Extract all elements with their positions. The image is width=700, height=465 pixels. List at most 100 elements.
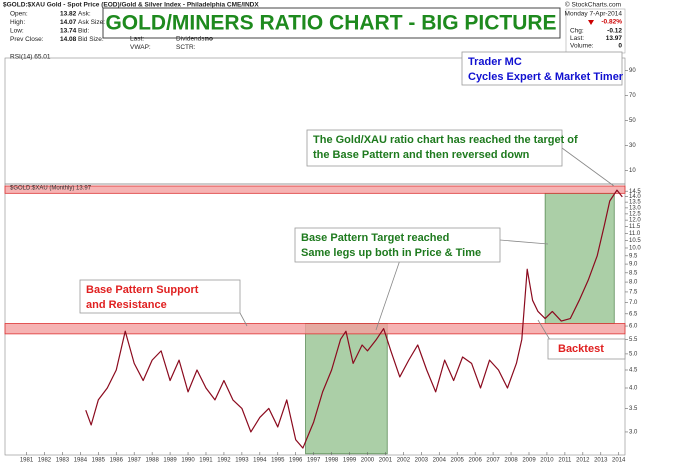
x-tick-label: 1995 — [271, 458, 285, 464]
annotation-text: Cycles Expert & Market Timer — [468, 71, 624, 83]
annotation-text: Same legs up both in Price & Time — [301, 247, 481, 259]
x-tick-label: 2008 — [504, 458, 518, 464]
annotation-text: Backtest — [558, 343, 604, 355]
resistance-band — [4, 323, 626, 335]
y-tick-label: 3.0 — [629, 430, 638, 436]
annotation-arrow — [499, 239, 549, 245]
annotation-box — [547, 338, 626, 360]
summary-value: 13.97 — [606, 35, 623, 42]
x-tick-label: 1988 — [145, 458, 159, 464]
legend-label: $GOLD:$XAU (Monthly) 13.97 — [10, 186, 92, 192]
x-tick-label: 1987 — [128, 458, 142, 464]
y-tick-label: 8.0 — [629, 280, 638, 286]
annotation-arrow — [375, 259, 401, 331]
rsi-tick-label: 70 — [629, 93, 636, 99]
summary-label: Chg: — [570, 28, 584, 35]
x-tick-label: 2006 — [468, 458, 482, 464]
annotation-text: The Gold/XAU ratio chart has reached the… — [313, 134, 578, 146]
y-tick-label: 13.0 — [629, 205, 641, 211]
y-tick-label: 4.0 — [629, 386, 638, 392]
annotation-text: Trader MC — [468, 56, 522, 68]
x-tick-label: 1983 — [56, 458, 70, 464]
quote-field: Bid: — [78, 28, 89, 35]
annotation-text: and Resistance — [86, 299, 167, 311]
x-tick-label: 1996 — [289, 458, 303, 464]
rsi-tick-label: 50 — [629, 118, 636, 124]
x-tick-label: 2000 — [361, 458, 375, 464]
rsi-tick-label: 30 — [629, 143, 636, 149]
target-box — [305, 323, 388, 455]
annotation-box — [306, 129, 563, 167]
target-box — [544, 192, 615, 324]
y-tick-label: 11.5 — [629, 224, 641, 230]
x-tick-label: 2005 — [451, 458, 465, 464]
y-tick-label: 3.5 — [629, 406, 638, 412]
y-tick-label: 11.0 — [629, 231, 641, 237]
x-tick-label: 1990 — [181, 458, 195, 464]
x-tick-label: 1981 — [20, 458, 34, 464]
quote-field: Ask: — [78, 11, 91, 18]
rsi-label: RSI(14) 65.01 — [10, 54, 51, 61]
annotation-text: Base Pattern Target reached — [301, 232, 449, 244]
summary-label: Volume: — [570, 43, 594, 50]
x-tick-label: 1982 — [38, 458, 52, 464]
change-pct: -0.82% — [601, 19, 622, 26]
y-tick-label: 6.5 — [629, 311, 638, 317]
quote-label: Low: — [10, 28, 24, 35]
y-tick-label: 9.0 — [629, 262, 638, 268]
x-tick-label: 2011 — [558, 458, 572, 464]
x-tick-label: 2014 — [612, 458, 626, 464]
x-tick-label: 1985 — [92, 458, 106, 464]
summary-value: 0 — [618, 43, 622, 50]
quote-label: Open: — [10, 11, 28, 18]
x-tick-label: 2004 — [433, 458, 447, 464]
price-frame — [4, 183, 626, 456]
down-arrow — [588, 20, 594, 25]
y-tick-label: 8.5 — [629, 270, 638, 276]
y-tick-label: 14.0 — [629, 194, 641, 200]
annotation-box — [79, 279, 241, 314]
x-tick-label: 1991 — [199, 458, 213, 464]
y-tick-label: 5.5 — [629, 337, 638, 343]
x-tick-label: 1984 — [74, 458, 88, 464]
x-tick-label: 1986 — [110, 458, 124, 464]
y-tick-label: 10.5 — [629, 238, 641, 244]
resistance-band — [4, 185, 626, 194]
rsi-tick-label: 90 — [629, 68, 636, 74]
y-tick-label: 12.0 — [629, 218, 641, 224]
annotation-text: Base Pattern Support — [86, 284, 199, 296]
y-tick-label: 10.0 — [629, 246, 641, 252]
x-tick-label: 2002 — [397, 458, 411, 464]
annotation-arrow — [239, 312, 248, 327]
y-tick-label: 12.5 — [629, 211, 641, 217]
y-tick-label: 7.5 — [629, 290, 638, 296]
annotation-box — [294, 227, 501, 263]
title-box — [102, 7, 561, 39]
summary-value: -0.12 — [607, 28, 622, 35]
quote-label: High: — [10, 19, 25, 26]
x-tick-label: 1994 — [253, 458, 267, 464]
x-tick-label: 1998 — [325, 458, 339, 464]
quote-field: Ask Size: — [78, 19, 105, 26]
x-tick-label: 2012 — [576, 458, 590, 464]
y-tick-label: 9.5 — [629, 253, 638, 259]
quote-value: 14.07 — [60, 19, 77, 26]
x-tick-label: 2001 — [379, 458, 393, 464]
y-tick-label: 7.0 — [629, 300, 638, 306]
annotation-arrow — [561, 147, 615, 187]
y-tick-label: 6.0 — [629, 324, 638, 330]
quote-value: 14.08 — [60, 36, 77, 43]
annotation-text: the Base Pattern and then reversed down — [313, 149, 530, 161]
x-tick-label: 2009 — [522, 458, 536, 464]
series-line — [85, 189, 623, 449]
x-tick-label: 2007 — [486, 458, 500, 464]
x-tick-label: 1989 — [163, 458, 177, 464]
summary-label: Last: — [570, 35, 584, 42]
x-tick-label: 1999 — [343, 458, 357, 464]
x-tick-label: 2010 — [540, 458, 554, 464]
y-tick-label: 13.5 — [629, 200, 641, 206]
copyright: © StockCharts.com — [565, 1, 621, 9]
annotation-box — [461, 51, 623, 86]
x-tick-label: 1992 — [217, 458, 231, 464]
rsi-tick-label: 10 — [629, 168, 636, 174]
